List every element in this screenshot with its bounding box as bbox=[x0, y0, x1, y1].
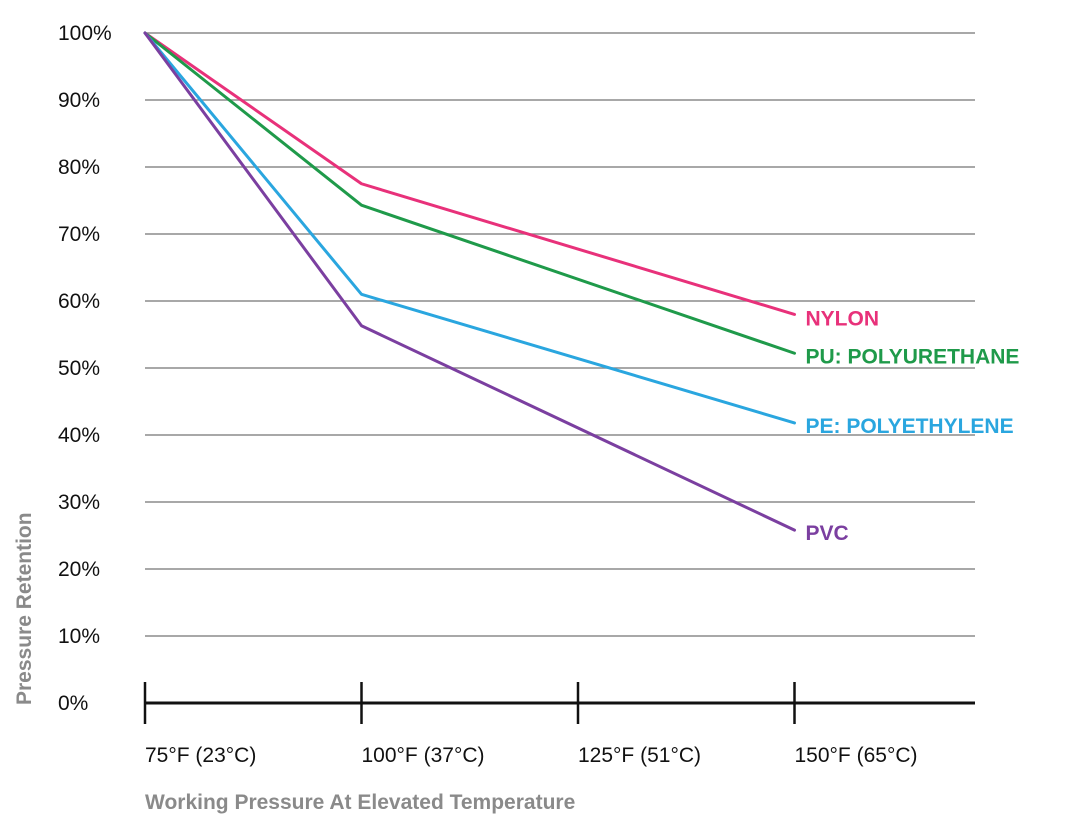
series-line-pe-polyethylene bbox=[143, 31, 796, 425]
axis-layer bbox=[143, 682, 975, 724]
y-tick-label: 60% bbox=[58, 290, 100, 313]
y-tick-label: 0% bbox=[58, 692, 88, 715]
y-tick-label: 10% bbox=[58, 625, 100, 648]
series-line-pvc bbox=[143, 31, 796, 532]
y-axis-title: Pressure Retention bbox=[13, 512, 36, 705]
y-tick-label: 50% bbox=[58, 357, 100, 380]
y-tick-label: 20% bbox=[58, 558, 100, 581]
x-axis-title: Working Pressure At Elevated Temperature bbox=[145, 791, 575, 814]
series-label: PE: POLYETHYLENE bbox=[806, 415, 1014, 438]
label-layer: 0% 10% 20% 30% 40% 50% 60% 70% 80% 90% 100% 75°F (2… bbox=[58, 22, 1019, 767]
series-layer bbox=[143, 31, 796, 532]
y-tick-label: 80% bbox=[58, 156, 100, 179]
series-label: NYLON bbox=[806, 307, 880, 330]
series-line-nylon bbox=[143, 31, 796, 316]
x-tick-label: 100°F (37°C) bbox=[362, 744, 485, 767]
grid-layer bbox=[145, 32, 975, 637]
y-tick-label: 70% bbox=[58, 223, 100, 246]
y-tick-label: 40% bbox=[58, 424, 100, 447]
x-tick-label: 125°F (51°C) bbox=[578, 744, 701, 767]
y-tick-label: 100% bbox=[58, 22, 112, 45]
series-line-pu-polyurethane bbox=[143, 31, 796, 355]
x-tick-label: 150°F (65°C) bbox=[795, 744, 918, 767]
x-tick-label: 75°F (23°C) bbox=[145, 744, 256, 767]
y-tick-label: 30% bbox=[58, 491, 100, 514]
series-label: PU: POLYURETHANE bbox=[806, 345, 1020, 368]
series-label: PVC bbox=[806, 522, 849, 545]
y-tick-label: 90% bbox=[58, 89, 100, 112]
